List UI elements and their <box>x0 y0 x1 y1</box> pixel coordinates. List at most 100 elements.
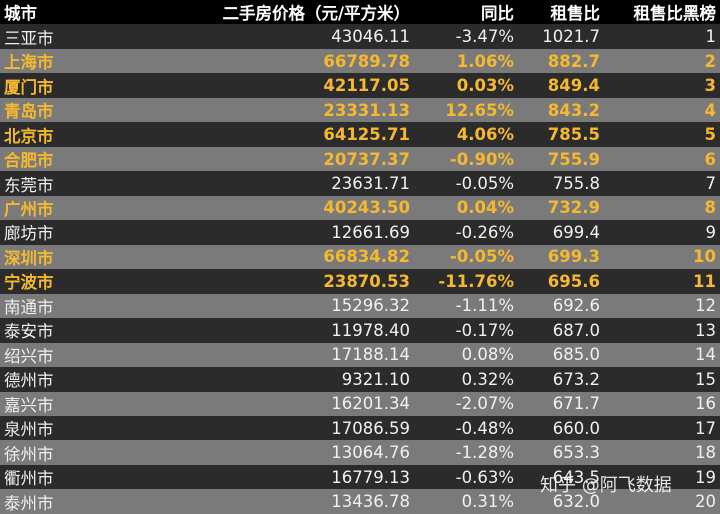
cell-yoy: -0.90% <box>449 149 514 169</box>
cell-price: 16201.34 <box>331 394 410 414</box>
cell-rank: 19 <box>695 467 716 487</box>
cell-ratio: 755.9 <box>547 149 600 169</box>
cell-city: 厦门市 <box>4 77 54 97</box>
cell-rank: 14 <box>695 345 716 365</box>
table-row: 泰安市 11978.40 -0.17% 687.0 13 <box>0 318 720 343</box>
cell-rank: 11 <box>693 271 716 291</box>
watermark-text: 知乎 @阿飞数据 <box>540 475 672 496</box>
cell-yoy: -0.17% <box>455 320 514 340</box>
table-header: 城市 二手房价格（元/平方米） 同比 租售比 租售比黑榜 <box>0 0 720 25</box>
header-yoy: 同比 <box>481 4 514 24</box>
cell-yoy: -0.48% <box>455 418 514 438</box>
cell-city: 广州市 <box>4 199 54 219</box>
cell-price: 9321.10 <box>341 369 410 389</box>
table-row: 合肥市 20737.37 -0.90% 755.9 6 <box>0 146 720 172</box>
cell-ratio: 671.7 <box>552 394 600 414</box>
cell-yoy: 12.65% <box>445 100 514 120</box>
header-rank: 租售比黑榜 <box>633 4 717 24</box>
cell-yoy: 0.31% <box>461 492 514 512</box>
cell-yoy: -1.28% <box>455 443 514 463</box>
cell-city: 宁波市 <box>4 273 54 293</box>
cell-ratio: 653.3 <box>552 443 600 463</box>
cell-city: 徐州市 <box>4 444 54 464</box>
cell-price: 17086.59 <box>331 418 410 438</box>
cell-city: 衢州市 <box>4 469 54 489</box>
cell-city: 嘉兴市 <box>4 395 54 415</box>
cell-price: 66834.82 <box>323 247 410 267</box>
cell-yoy: 0.08% <box>461 345 514 365</box>
cell-rank: 2 <box>704 51 716 71</box>
cell-price: 15296.32 <box>331 296 410 316</box>
cell-price: 16779.13 <box>331 467 410 487</box>
table-row: 厦门市 42117.05 0.03% 849.4 3 <box>0 73 720 98</box>
table-row: 东莞市 23631.71 -0.05% 755.8 7 <box>0 171 720 196</box>
cell-rank: 7 <box>705 174 717 194</box>
cell-ratio: 882.7 <box>547 51 600 71</box>
cell-yoy: -0.26% <box>455 222 514 242</box>
cell-ratio: 685.0 <box>552 345 600 365</box>
cell-rank: 15 <box>695 369 716 389</box>
cell-city: 上海市 <box>4 53 54 73</box>
cell-rank: 8 <box>704 198 716 218</box>
table-row: 宁波市 23870.53 -11.76% 695.6 11 <box>0 269 720 294</box>
cell-yoy: -0.05% <box>455 174 514 194</box>
cell-ratio: 699.4 <box>552 222 600 242</box>
cell-city: 廊坊市 <box>4 224 54 244</box>
table-row: 深圳市 66834.82 -0.05% 699.3 10 <box>0 244 720 270</box>
table-row: 泰州市 13436.78 0.31% 632.0 20 <box>0 489 720 514</box>
cell-price: 64125.71 <box>323 125 410 145</box>
cell-rank: 5 <box>704 125 716 145</box>
cell-ratio: 695.6 <box>547 271 600 291</box>
cell-ratio: 643.5 <box>552 467 600 487</box>
table-row: 广州市 40243.50 0.04% 732.9 8 <box>0 195 720 221</box>
table-row: 德州市 9321.10 0.32% 673.2 15 <box>0 367 720 392</box>
cell-rank: 12 <box>695 296 716 316</box>
cell-yoy: 0.32% <box>461 369 514 389</box>
cell-ratio: 843.2 <box>547 100 600 120</box>
table-row: 泉州市 17086.59 -0.48% 660.0 17 <box>0 415 720 441</box>
table-row: 三亚市 43046.11 -3.47% 1021.7 1 <box>0 24 720 49</box>
cell-ratio: 632.0 <box>552 492 600 512</box>
table-row: 绍兴市 17188.14 0.08% 685.0 14 <box>0 342 720 368</box>
cell-rank: 4 <box>704 100 716 120</box>
table-body: 三亚市 43046.11 -3.47% 1021.7 1 上海市 66789.78 1.06%… <box>0 24 720 514</box>
cell-ratio: 849.4 <box>547 76 600 96</box>
cell-yoy: -2.07% <box>455 394 514 414</box>
cell-yoy: -3.47% <box>455 27 514 47</box>
cell-city: 泰州市 <box>4 493 54 513</box>
cell-rank: 10 <box>693 247 716 267</box>
cell-yoy: 4.06% <box>456 125 514 145</box>
cell-price: 11978.40 <box>331 320 410 340</box>
cell-rank: 6 <box>704 149 716 169</box>
cell-yoy: -1.11% <box>455 296 514 316</box>
cell-city: 泰安市 <box>4 322 54 342</box>
cell-city: 青岛市 <box>4 102 54 122</box>
cell-ratio: 755.8 <box>552 174 600 194</box>
cell-ratio: 732.9 <box>547 198 600 218</box>
header-price: 二手房价格（元/平方米） <box>222 4 410 24</box>
cell-yoy: -0.05% <box>449 247 514 267</box>
cell-rank: 16 <box>695 394 716 414</box>
cell-rank: 17 <box>695 418 716 438</box>
table-row: 南通市 15296.32 -1.11% 692.6 12 <box>0 293 720 319</box>
cell-city: 绍兴市 <box>4 346 54 366</box>
cell-city: 泉州市 <box>4 420 54 440</box>
cell-yoy: 0.04% <box>456 198 514 218</box>
cell-rank: 20 <box>695 492 716 512</box>
cell-rank: 13 <box>695 320 716 340</box>
table-row: 北京市 64125.71 4.06% 785.5 5 <box>0 122 720 147</box>
watermark: 知乎 @阿飞数据 <box>540 471 672 497</box>
header-city: 城市 <box>4 4 37 24</box>
cell-yoy: -0.63% <box>455 467 514 487</box>
cell-city: 三亚市 <box>4 28 54 48</box>
cell-price: 43046.11 <box>331 27 410 47</box>
cell-price: 40243.50 <box>323 198 410 218</box>
cell-price: 23331.13 <box>323 100 410 120</box>
cell-city: 合肥市 <box>4 151 54 171</box>
cell-price: 42117.05 <box>323 76 410 96</box>
header-ratio: 租售比 <box>550 4 601 24</box>
cell-price: 13436.78 <box>331 492 410 512</box>
cell-ratio: 660.0 <box>552 418 600 438</box>
cell-rank: 18 <box>695 443 716 463</box>
